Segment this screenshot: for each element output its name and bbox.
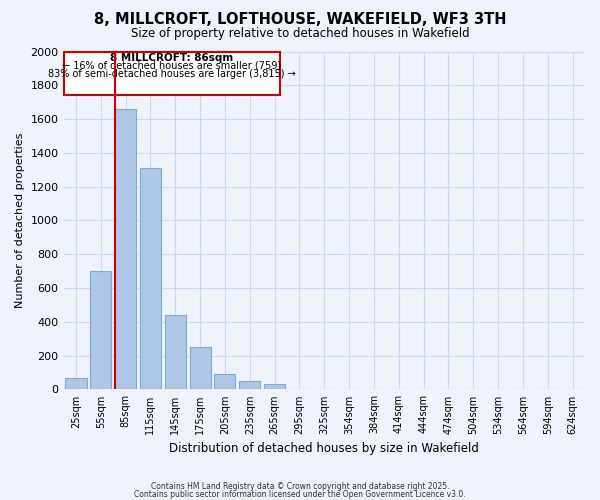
Text: 8, MILLCROFT, LOFTHOUSE, WAKEFIELD, WF3 3TH: 8, MILLCROFT, LOFTHOUSE, WAKEFIELD, WF3 … <box>94 12 506 28</box>
FancyBboxPatch shape <box>64 52 280 96</box>
Bar <box>239 381 260 390</box>
X-axis label: Distribution of detached houses by size in Wakefield: Distribution of detached houses by size … <box>169 442 479 455</box>
Text: 83% of semi-detached houses are larger (3,815) →: 83% of semi-detached houses are larger (… <box>47 69 295 79</box>
Bar <box>140 168 161 390</box>
Text: Contains HM Land Registry data © Crown copyright and database right 2025.: Contains HM Land Registry data © Crown c… <box>151 482 449 491</box>
Bar <box>65 378 86 390</box>
Text: Size of property relative to detached houses in Wakefield: Size of property relative to detached ho… <box>131 28 469 40</box>
Bar <box>214 374 235 390</box>
Text: ← 16% of detached houses are smaller (759): ← 16% of detached houses are smaller (75… <box>62 61 281 71</box>
Bar <box>90 271 112 390</box>
Text: Contains public sector information licensed under the Open Government Licence v3: Contains public sector information licen… <box>134 490 466 499</box>
Y-axis label: Number of detached properties: Number of detached properties <box>15 133 25 308</box>
Bar <box>264 384 285 390</box>
Bar <box>165 315 186 390</box>
Bar <box>190 347 211 390</box>
Bar <box>115 109 136 390</box>
Text: 8 MILLCROFT: 86sqm: 8 MILLCROFT: 86sqm <box>110 53 233 63</box>
